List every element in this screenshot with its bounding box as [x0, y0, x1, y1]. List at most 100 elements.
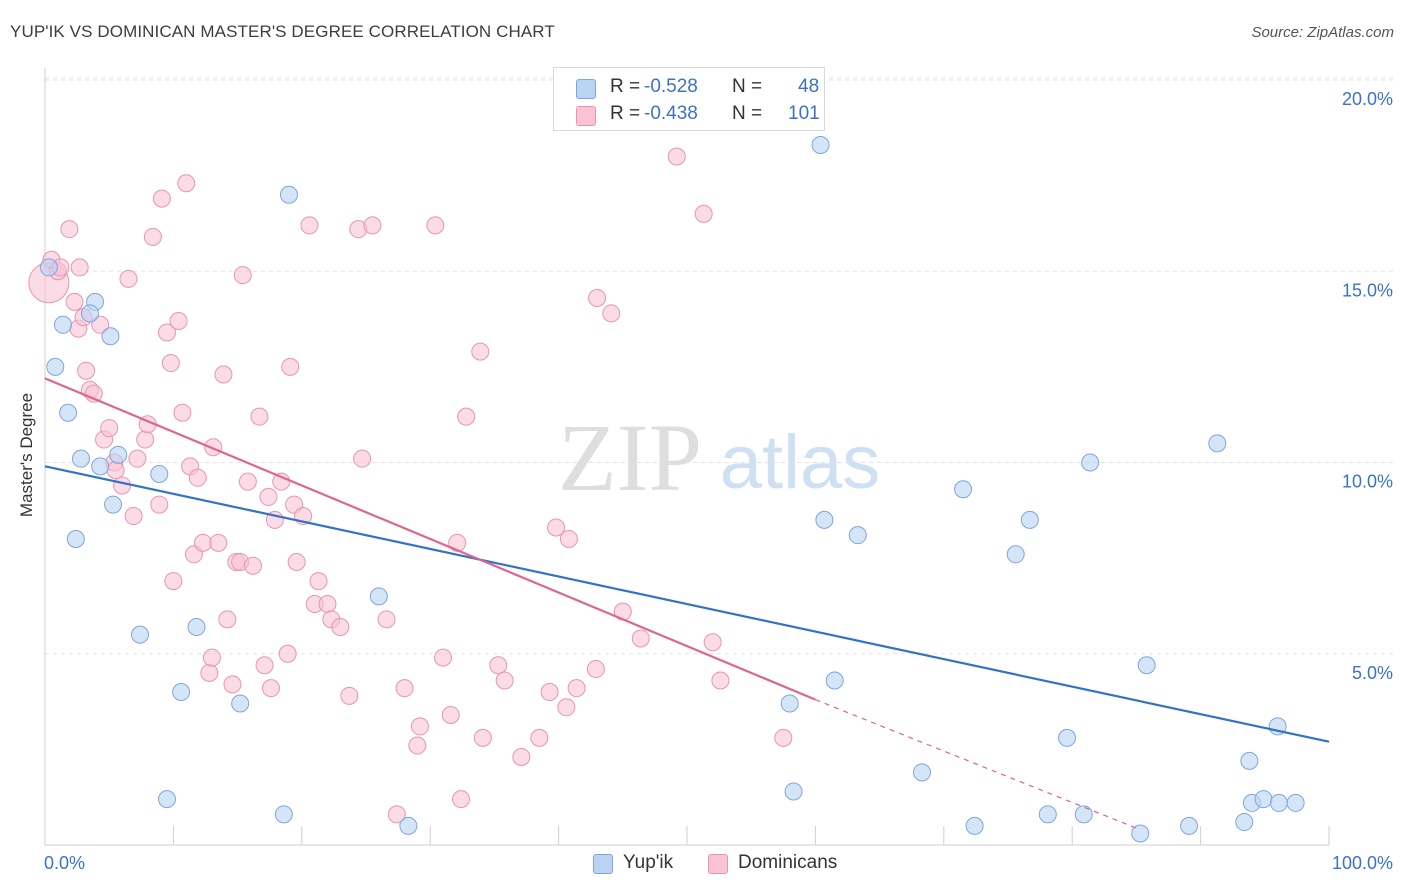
dominican-point [259, 487, 278, 506]
yupik-swatch [576, 79, 596, 99]
dominican-point [106, 461, 125, 480]
dominican-point [128, 449, 147, 468]
dominican-point [150, 495, 169, 514]
dominican-point [100, 419, 119, 438]
dominican-point [340, 686, 359, 705]
yupik-point [53, 315, 72, 334]
dominican-point [387, 805, 406, 824]
dominican-point [473, 728, 492, 747]
dominican-point [331, 617, 350, 636]
dominican-point [512, 748, 531, 767]
dominican-point [452, 790, 471, 809]
legend-label: Yup'ik [623, 852, 674, 873]
dominican-point [233, 266, 252, 285]
dominican-point [209, 533, 228, 552]
dominican-point [200, 663, 219, 682]
yupik-point [101, 327, 120, 346]
dominicans-legend-swatch [708, 854, 728, 874]
yupik-point [1020, 510, 1039, 529]
dominican-point [318, 595, 337, 614]
dominican-point [161, 354, 180, 373]
r-value: -0.438 [644, 103, 698, 124]
dominican-point [177, 174, 196, 193]
yupik-point [1254, 790, 1273, 809]
yupik-point [150, 464, 169, 483]
dominican-point [255, 656, 274, 675]
dominican-point [287, 552, 306, 571]
dominican-point [410, 717, 429, 736]
dominican-point [272, 472, 291, 491]
dominican-point [202, 648, 221, 667]
dominican-point [261, 679, 280, 698]
yupik-point [1235, 813, 1254, 832]
dominican-point [711, 671, 730, 690]
dominican-point [489, 656, 508, 675]
n-value: 101 [788, 103, 820, 124]
dominican-point [377, 610, 396, 629]
yupik-point [1208, 434, 1227, 453]
yupik-point [71, 449, 90, 468]
dominican-point [567, 679, 586, 698]
yupik-point [1286, 793, 1305, 812]
yupik-point [954, 480, 973, 499]
r-value: -0.528 [644, 76, 698, 97]
dominican-point [667, 147, 686, 166]
dominican-point [65, 292, 84, 311]
dominican-point [471, 342, 490, 361]
yupik-point [91, 457, 110, 476]
dominican-point [434, 648, 453, 667]
dominican-point [703, 633, 722, 652]
yupik-point [46, 357, 65, 376]
dominican-point [530, 728, 549, 747]
chart-title: YUP'IK VS DOMINICAN MASTER'S DEGREE CORR… [10, 22, 555, 41]
yupik-point [811, 136, 830, 155]
dominican-point [694, 204, 713, 223]
dominican-point [588, 289, 607, 308]
yupik-point [59, 403, 78, 422]
y-axis-label: Master's Degree [17, 393, 36, 517]
axis-labels: 5.0% 10.0% 15.0% 20.0% 0.0% 100.0% [44, 89, 1393, 873]
dominican-point [214, 365, 233, 384]
watermark: ZIP atlas [558, 404, 880, 511]
dominican-point [540, 683, 559, 701]
x-tick-label: 100.0% [1332, 853, 1393, 873]
dominican-point [152, 189, 171, 208]
points [28, 136, 1305, 843]
dominican-point [188, 468, 207, 487]
yupik-point [1006, 545, 1025, 564]
yupik-point [1081, 453, 1100, 472]
dominican-point [586, 660, 605, 679]
n-label: N = [732, 103, 763, 124]
yupik-point [369, 587, 388, 606]
yupik-point [784, 782, 803, 801]
dominican-point [408, 736, 427, 755]
yupik-point [172, 683, 191, 701]
axes [44, 68, 1330, 846]
n-value: 48 [798, 76, 820, 97]
yupik-point [109, 445, 128, 464]
yupik-trend-line [44, 465, 1330, 743]
y-tick-label: 10.0% [1342, 472, 1393, 492]
yupik-point [399, 816, 418, 835]
dominican-point [774, 728, 793, 747]
dominican-point [164, 572, 183, 591]
y-tick-label: 20.0% [1342, 89, 1393, 109]
dominican-point [353, 449, 372, 468]
yupik-point [1038, 805, 1057, 824]
yupik-point [187, 617, 206, 636]
yupik-point [279, 185, 298, 204]
dominican-point [278, 644, 297, 663]
y-tick-label: 15.0% [1342, 280, 1393, 300]
dominican-point [119, 269, 138, 288]
watermark-zip: ZIP [558, 404, 702, 511]
yupik-point [1131, 824, 1150, 843]
dominican-point [300, 216, 319, 235]
dominican-point [309, 572, 328, 591]
yupik-point [66, 530, 85, 548]
dominican-point [547, 518, 566, 537]
dominican-point [157, 323, 176, 342]
dominican-point [559, 530, 578, 548]
correlation-legend: R = -0.528 N = 48 R = -0.438 N = 101 [553, 67, 825, 131]
r-label: R = [610, 103, 641, 124]
